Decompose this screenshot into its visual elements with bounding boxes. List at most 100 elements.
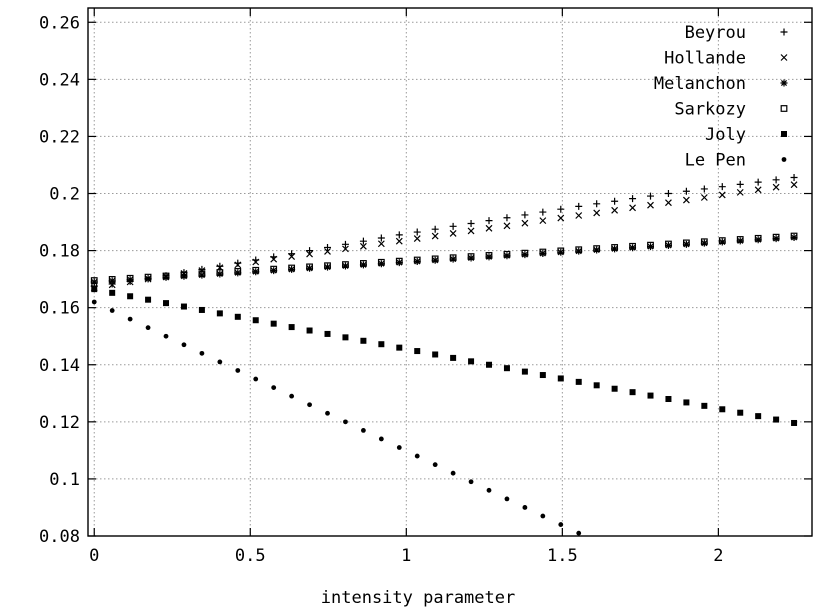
data-point — [485, 217, 493, 225]
data-point — [682, 239, 690, 247]
data-point — [647, 392, 654, 399]
data-point — [306, 263, 313, 271]
x-tick-label: 2 — [713, 546, 723, 566]
data-point — [485, 252, 493, 259]
data-point — [359, 237, 367, 245]
data-point — [521, 211, 529, 219]
legend-marker — [780, 54, 788, 61]
data-point — [396, 344, 403, 351]
data-point — [342, 261, 349, 268]
data-point — [539, 249, 547, 257]
data-point — [593, 209, 601, 217]
data-point — [593, 246, 601, 254]
data-point — [755, 413, 762, 420]
data-point — [772, 176, 780, 184]
data-point — [557, 375, 564, 382]
data-point — [145, 325, 151, 331]
data-point — [127, 316, 133, 322]
data-point — [575, 212, 583, 219]
data-point — [413, 256, 421, 264]
series-3 — [90, 232, 798, 284]
data-point — [126, 276, 134, 284]
data-point — [342, 245, 349, 253]
data-point — [611, 206, 619, 214]
legend: Beyrou Hollande Melanchon Sarkozy Joly Le Pen — [654, 23, 788, 171]
data-point — [593, 245, 601, 252]
data-point — [557, 214, 565, 222]
data-point — [431, 255, 439, 263]
data-point — [575, 378, 582, 385]
data-point — [216, 270, 224, 278]
data-point — [253, 376, 259, 382]
data-point — [467, 219, 475, 227]
data-point — [234, 261, 242, 269]
data-point — [234, 313, 241, 320]
data-point — [754, 234, 762, 242]
data-point — [288, 253, 296, 261]
data-point — [736, 180, 744, 188]
x-tick-label: 0.5 — [235, 546, 266, 566]
data-point — [629, 195, 637, 203]
data-point — [665, 240, 672, 248]
data-point — [396, 445, 402, 450]
data-point — [539, 217, 547, 225]
data-point — [198, 306, 205, 313]
y-tick-label: 0.18 — [39, 242, 80, 262]
series-1 — [90, 181, 798, 292]
data-point — [665, 396, 672, 403]
data-point — [413, 235, 421, 243]
data-point — [109, 308, 115, 313]
data-point — [683, 399, 690, 406]
data-point — [791, 419, 798, 426]
data-point — [575, 202, 583, 210]
data-point — [270, 320, 277, 327]
data-point — [414, 348, 421, 355]
data-point — [647, 243, 655, 251]
data-point — [449, 254, 457, 262]
data-point — [593, 200, 601, 208]
data-point — [754, 186, 762, 194]
data-point — [252, 258, 260, 266]
data-point — [539, 248, 547, 256]
data-point — [575, 246, 583, 254]
data-point — [522, 505, 528, 510]
data-point — [486, 487, 492, 493]
data-point — [181, 342, 187, 348]
legend-label: Joly — [705, 125, 746, 145]
data-point — [144, 275, 152, 283]
data-point — [360, 260, 367, 267]
x-tick-label: 1 — [401, 546, 411, 566]
y-tick-label: 0.1 — [49, 470, 80, 490]
data-point — [773, 416, 780, 423]
data-point — [558, 522, 564, 527]
data-point — [700, 239, 708, 247]
data-point — [270, 255, 278, 263]
data-point — [682, 187, 690, 195]
data-point — [539, 208, 547, 216]
data-point — [217, 359, 223, 365]
data-point — [503, 222, 511, 230]
data-point — [324, 330, 331, 337]
data-point — [503, 214, 511, 222]
data-point — [288, 324, 295, 331]
data-point — [306, 264, 314, 272]
data-point — [700, 238, 708, 246]
legend-label: Sarkozy — [674, 100, 746, 120]
data-point — [324, 263, 332, 271]
data-point — [790, 174, 798, 182]
data-point — [198, 270, 206, 278]
data-point — [647, 192, 655, 200]
data-point — [270, 267, 278, 275]
data-point — [343, 419, 348, 425]
data-point — [521, 249, 529, 257]
data-point — [682, 240, 690, 248]
legend-label: Melanchon — [654, 74, 746, 94]
data-point — [324, 243, 332, 251]
data-point — [378, 436, 384, 442]
y-tick-label: 0.12 — [39, 413, 80, 433]
x-tick-label: 0 — [89, 546, 99, 566]
data-point — [450, 354, 457, 361]
data-point — [521, 219, 529, 227]
data-point — [234, 268, 242, 275]
